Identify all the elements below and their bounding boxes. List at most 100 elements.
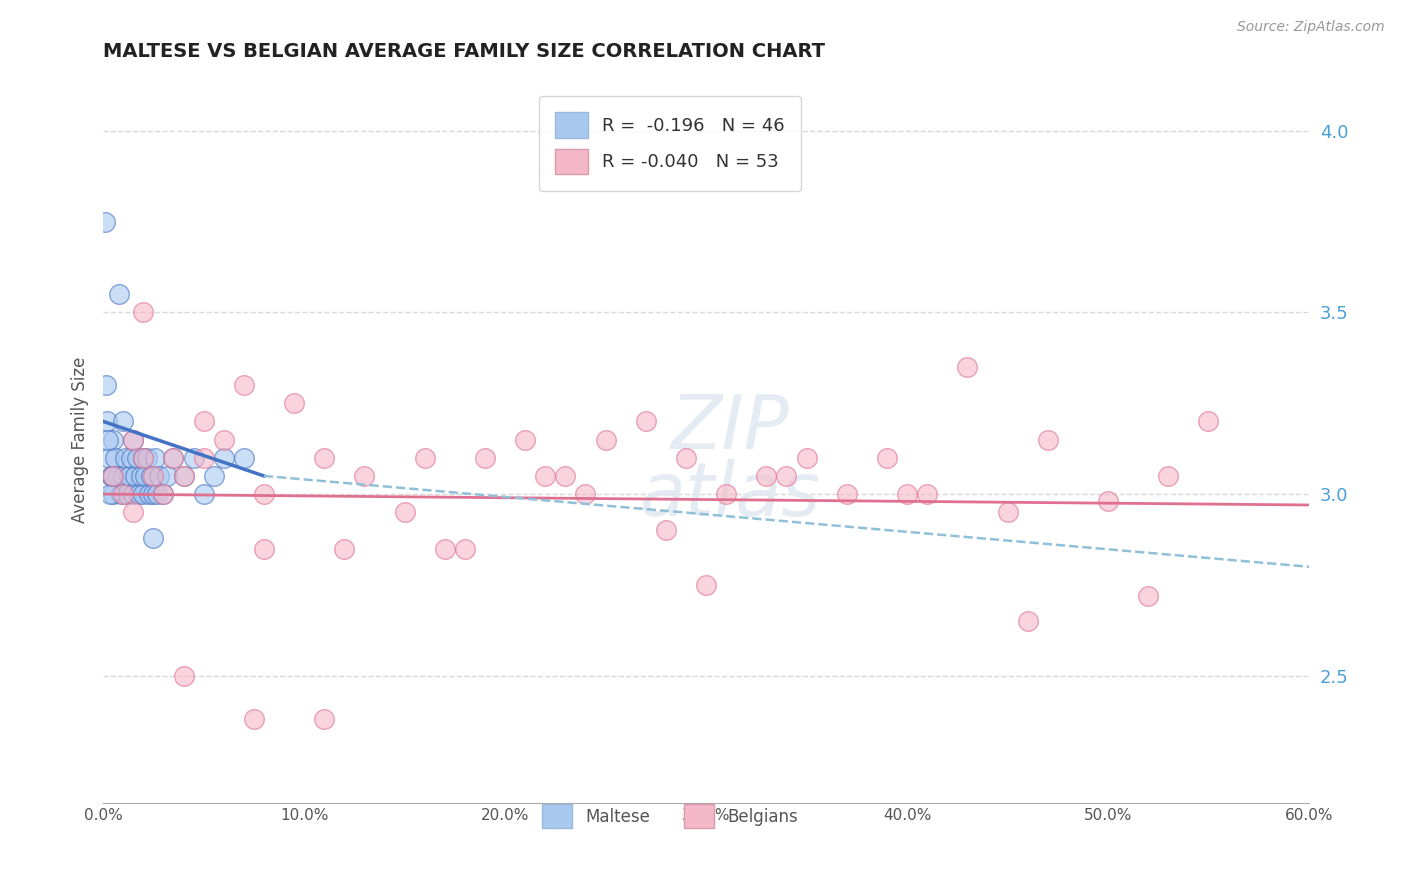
Point <box>193 414 215 428</box>
Point <box>145 450 167 465</box>
Point <box>118 469 141 483</box>
Point <box>105 469 128 483</box>
Point <box>148 469 170 483</box>
Point <box>394 505 416 519</box>
Point <box>212 450 235 465</box>
Point <box>956 359 979 374</box>
Point <box>695 578 717 592</box>
Point <box>1137 589 1160 603</box>
Point <box>94 214 117 228</box>
Point <box>94 378 117 392</box>
Point <box>112 469 135 483</box>
Point <box>714 487 737 501</box>
Point <box>173 469 195 483</box>
Point <box>796 450 818 465</box>
Point <box>122 505 145 519</box>
Point <box>1036 433 1059 447</box>
Text: MALTESE VS BELGIAN AVERAGE FAMILY SIZE CORRELATION CHART: MALTESE VS BELGIAN AVERAGE FAMILY SIZE C… <box>103 42 825 61</box>
Point <box>117 487 139 501</box>
Point <box>193 450 215 465</box>
Point <box>775 469 797 483</box>
Point <box>134 469 156 483</box>
Y-axis label: Average Family Size: Average Family Size <box>72 357 89 523</box>
Point <box>128 487 150 501</box>
Point <box>142 469 165 483</box>
Point <box>122 433 145 447</box>
Point <box>114 450 136 465</box>
Legend: Maltese, Belgians: Maltese, Belgians <box>536 797 804 835</box>
Point <box>124 469 146 483</box>
Point <box>142 487 165 501</box>
Point <box>755 469 778 483</box>
Point <box>108 287 131 301</box>
Point <box>173 469 195 483</box>
Point <box>333 541 356 556</box>
Point <box>101 469 124 483</box>
Point <box>101 469 124 483</box>
Point <box>595 433 617 447</box>
Point <box>112 414 135 428</box>
Point <box>202 469 225 483</box>
Point <box>152 487 174 501</box>
Text: Source: ZipAtlas.com: Source: ZipAtlas.com <box>1237 20 1385 34</box>
Point <box>515 433 537 447</box>
Point <box>112 487 135 501</box>
Point <box>997 505 1019 519</box>
Point <box>253 487 276 501</box>
Point <box>896 487 918 501</box>
Point <box>141 469 163 483</box>
Point <box>1198 414 1220 428</box>
Point <box>554 469 576 483</box>
Point <box>314 450 336 465</box>
Point <box>101 487 124 501</box>
Point <box>152 487 174 501</box>
Point <box>101 433 124 447</box>
Point <box>353 469 375 483</box>
Point <box>162 450 184 465</box>
Point <box>454 541 477 556</box>
Point <box>243 712 266 726</box>
Point <box>675 450 697 465</box>
Point <box>142 531 165 545</box>
Point <box>655 524 678 538</box>
Point <box>232 378 254 392</box>
Point <box>183 450 205 465</box>
Text: ZIP
atlas: ZIP atlas <box>640 392 821 531</box>
Point <box>96 414 118 428</box>
Point <box>132 450 155 465</box>
Point <box>283 396 305 410</box>
Point <box>835 487 858 501</box>
Point <box>876 450 898 465</box>
Point <box>1157 469 1180 483</box>
Point <box>104 450 127 465</box>
Point <box>127 450 149 465</box>
Point <box>173 669 195 683</box>
Point <box>314 712 336 726</box>
Point <box>132 305 155 319</box>
Point <box>212 433 235 447</box>
Point <box>98 450 121 465</box>
Point <box>433 541 456 556</box>
Point <box>131 469 153 483</box>
Point <box>474 450 496 465</box>
Point <box>110 487 132 501</box>
Point <box>413 450 436 465</box>
Point <box>136 450 159 465</box>
Point <box>122 487 145 501</box>
Point <box>534 469 557 483</box>
Point <box>120 450 142 465</box>
Point <box>574 487 596 501</box>
Point <box>1017 614 1039 628</box>
Point <box>634 414 657 428</box>
Point <box>100 469 122 483</box>
Point <box>146 487 169 501</box>
Point <box>1097 494 1119 508</box>
Point <box>98 487 121 501</box>
Point <box>132 487 155 501</box>
Point <box>97 433 120 447</box>
Point <box>232 450 254 465</box>
Point <box>162 450 184 465</box>
Point <box>253 541 276 556</box>
Point <box>138 487 160 501</box>
Point <box>122 433 145 447</box>
